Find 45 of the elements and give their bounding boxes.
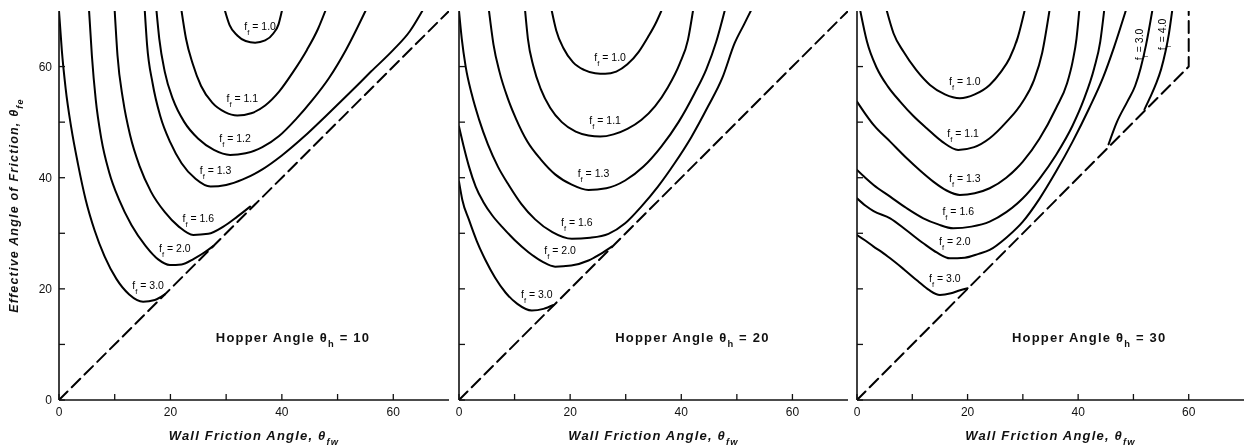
series-label: f$_{f}$ = 1.3: [577, 166, 610, 184]
x-tick-label: 40: [674, 405, 689, 419]
series-label: f$_{f}$ = 1.1: [589, 113, 622, 131]
y-tick-label: 0: [45, 393, 53, 407]
x-tick-label: 60: [785, 405, 800, 419]
series-label: f$_{f}$ = 1.1: [947, 126, 980, 144]
series-label: f$_{f}$ = 1.0: [244, 19, 277, 37]
series-label: f$_{f}$ = 3.0: [520, 287, 553, 305]
line-series: [143, 11, 424, 188]
series-label: f$_{f}$ = 1.3: [949, 171, 981, 189]
line-series: [224, 11, 283, 44]
x-axis-title: Wall Friction Angle, θ$_{fw}$: [965, 428, 1136, 447]
y-tick-label: 60: [38, 59, 53, 74]
y-tick-label: 40: [38, 170, 53, 185]
x-tick-label: 20: [163, 405, 178, 419]
series-label: f$_{f}$ = 1.6: [942, 205, 975, 222]
line-series: [155, 11, 367, 156]
x-axis-title: Wall Friction Angle, θ$_{fw}$: [168, 428, 340, 447]
series-label: f$_{f}$ = 1.6: [561, 215, 593, 233]
series-label: f$_{f}$ = 1.0: [594, 50, 627, 68]
series-label: f$_{f}$ = 1.0: [949, 75, 981, 92]
x-tick-label: 20: [563, 405, 578, 419]
line-series: [180, 11, 327, 117]
x-tick-label: 40: [275, 405, 289, 419]
x-tick-label: 0: [55, 405, 63, 419]
series-label: f$_{f}$ = 3.0: [132, 278, 165, 296]
series-label: f$_{f}$ = 1.6: [182, 211, 215, 229]
x-tick-label: 20: [960, 405, 975, 419]
series-label: f$_{f}$ = 1.1: [226, 92, 259, 109]
x-tick-label: 60: [1182, 405, 1196, 419]
x-axis-title: Wall Friction Angle, θ$_{fw}$: [568, 428, 739, 447]
x-tick-label: 0: [455, 405, 463, 419]
series-label: f$_{f}$ = 3.0: [929, 271, 961, 289]
series-label: f$_{f}$ = 1.2: [219, 131, 251, 149]
series-label: f$_{f}$ = 2.0: [939, 235, 971, 252]
x-tick-label: 60: [386, 405, 401, 419]
series-label: f$_{f}$ = 2.0: [544, 243, 577, 261]
x-tick-label: 0: [853, 405, 861, 419]
series-label: f$_{f}$ = 2.0: [159, 241, 191, 259]
annotation: Hopper Angle θ$_{h}$ = 20: [615, 329, 770, 349]
annotation: Hopper Angle θ$_{h}$ = 30: [1012, 329, 1167, 349]
annotation: Hopper Angle θ$_{h}$ = 10: [215, 329, 371, 349]
series-label: f$_{f}$ = 1.3: [199, 163, 232, 181]
x-tick-label: 40: [1071, 405, 1086, 419]
y-tick-label: 20: [38, 281, 53, 296]
